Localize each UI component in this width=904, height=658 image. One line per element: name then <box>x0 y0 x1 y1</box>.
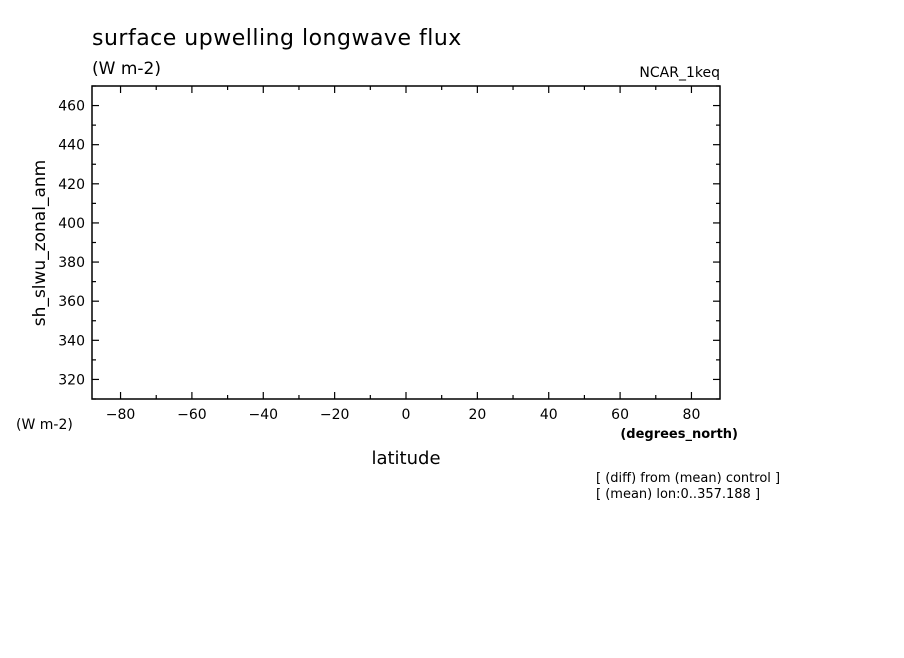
y-tick-label: 460 <box>58 99 85 115</box>
y-tick-label: 420 <box>58 177 85 193</box>
x-tick-label: −80 <box>106 407 136 423</box>
note-mean-lon: [ (mean) lon:0..357.188 ] <box>596 487 760 502</box>
x-tick-label: −40 <box>248 407 278 423</box>
tick-labels: −80 −60 −40 −20 0 20 40 60 80 320 340 360 380 400 420 4… <box>58 99 700 423</box>
dataset-label: NCAR_1keq <box>639 65 720 81</box>
y-tick-label: 320 <box>58 372 85 388</box>
note-diff: [ (diff) from (mean) control ] <box>596 471 780 486</box>
x-tick-label: −60 <box>177 407 207 423</box>
y-tick-label: 380 <box>58 255 85 271</box>
x-tick-label: 40 <box>540 407 558 423</box>
y-tick-label: 360 <box>58 294 85 310</box>
x-tick-label: 0 <box>402 407 411 423</box>
y-axis-units: (W m-2) <box>16 417 73 433</box>
chart-title: surface upwelling longwave flux <box>92 26 462 51</box>
x-tick-label: 20 <box>468 407 486 423</box>
y-tick-label: 340 <box>58 333 85 349</box>
axis-ticks <box>92 85 720 400</box>
x-tick-label: 80 <box>683 407 701 423</box>
x-axis-units: (degrees_north) <box>620 427 738 442</box>
chart-units-subtitle: (W m-2) <box>92 59 161 79</box>
x-tick-label: 60 <box>611 407 629 423</box>
x-axis-label: latitude <box>371 448 440 469</box>
x-tick-label: −20 <box>320 407 350 423</box>
y-tick-label: 400 <box>58 216 85 232</box>
y-tick-label: 440 <box>58 138 85 154</box>
y-axis-label: sh_slwu_zonal_anm <box>30 160 50 326</box>
